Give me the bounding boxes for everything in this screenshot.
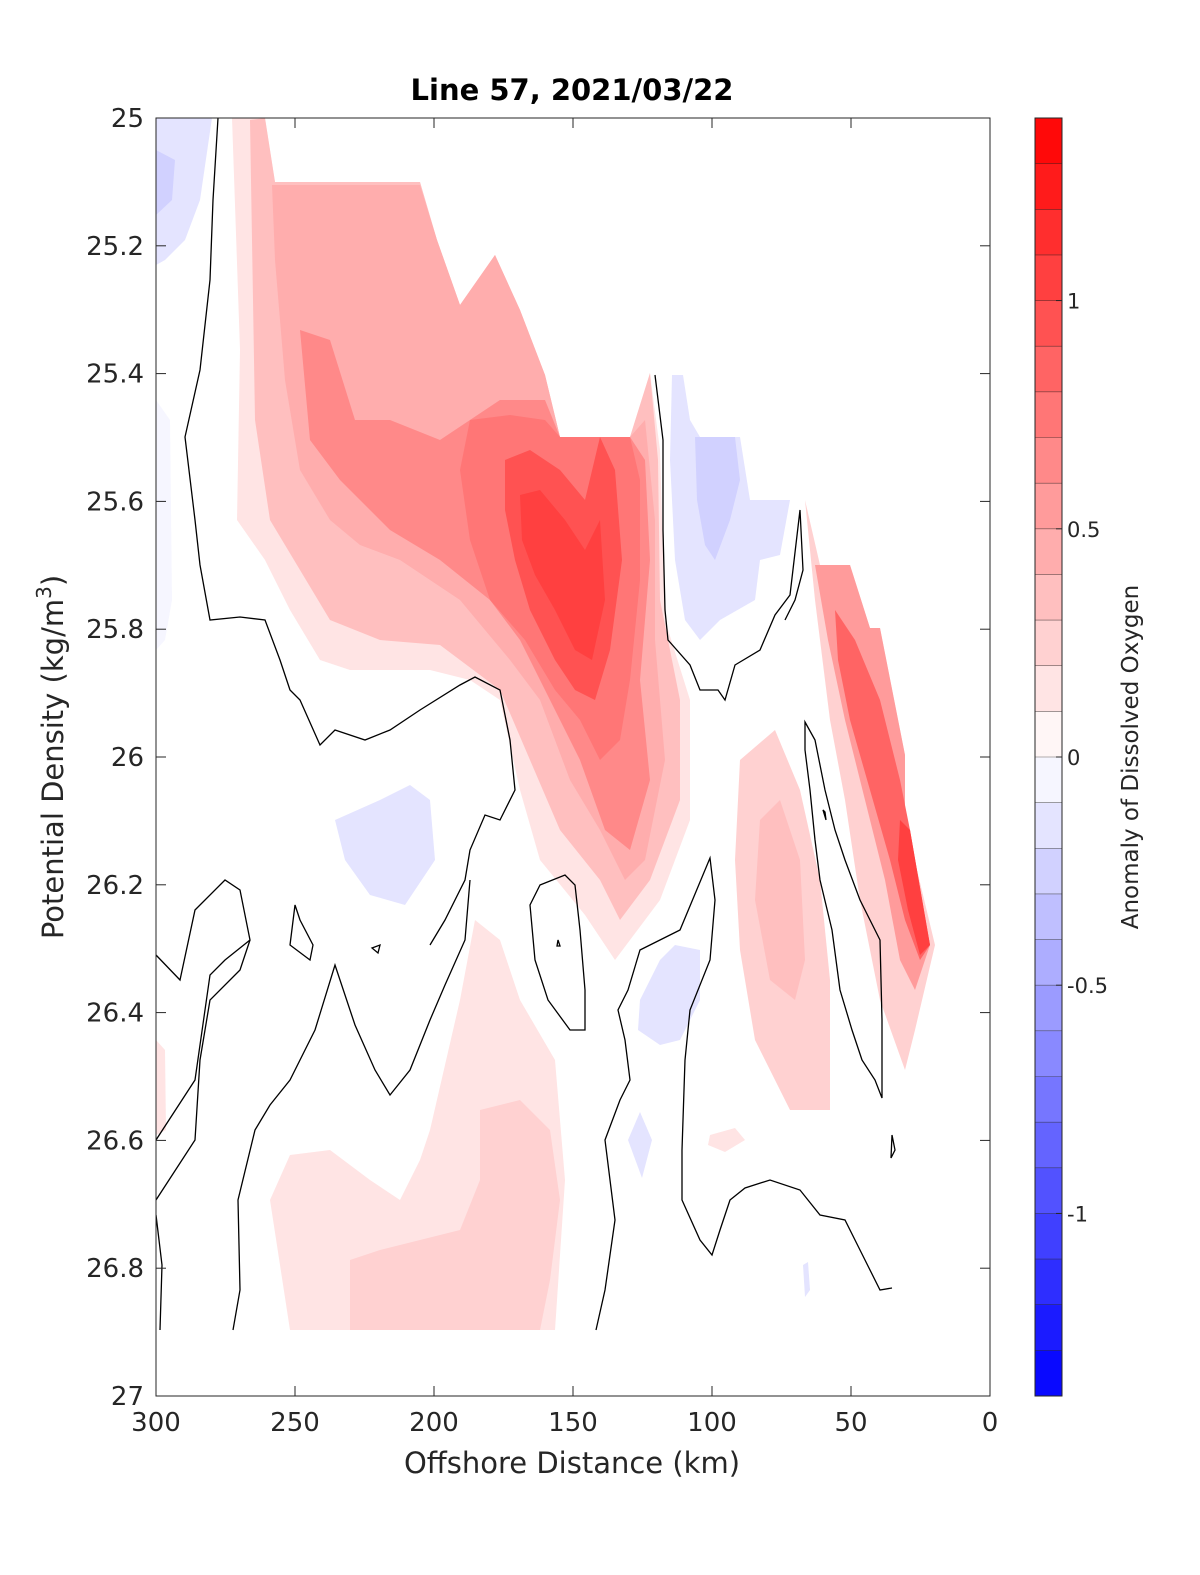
x-tick-label: 150 xyxy=(548,1408,598,1438)
y-tick-label: 26 xyxy=(111,743,144,773)
colorbar-swatch xyxy=(1035,346,1062,393)
x-tick-label: 200 xyxy=(409,1408,459,1438)
colorbar-tick-label: -0.5 xyxy=(1067,974,1108,998)
zero-contour xyxy=(595,855,893,1331)
zero-contour xyxy=(370,943,381,955)
colorbar-swatch xyxy=(1035,391,1062,438)
zero-contour xyxy=(529,874,586,1031)
colorbar-swatch xyxy=(1035,665,1062,712)
y-tick-label: 26.6 xyxy=(86,1126,144,1156)
colorbar-swatch xyxy=(1035,939,1062,986)
y-axis-title: Potential Density (kg/m3) xyxy=(32,575,70,939)
colorbar-tick-label: 1 xyxy=(1067,290,1080,314)
anomaly-region-nearshore-deep-inner xyxy=(755,800,805,1000)
zero-contour xyxy=(156,1214,163,1331)
anomaly-region-offshore-low-mid xyxy=(335,785,435,905)
colorbar-swatch xyxy=(1035,163,1062,210)
anomaly-region-deep-high-spot xyxy=(708,1128,745,1152)
zero-contour xyxy=(556,939,561,947)
anomaly-region-offshore-low-margin xyxy=(156,400,172,650)
colorbar-swatch xyxy=(1035,437,1062,484)
colorbar-tick-label: 0 xyxy=(1067,746,1080,770)
colorbar-title: Anomaly of Dissolved Oxygen xyxy=(1118,585,1144,930)
x-tick-label: 50 xyxy=(834,1408,867,1438)
zero-contour xyxy=(184,118,516,946)
y-axis-title-superscript: 3 xyxy=(32,586,56,599)
anomaly-region-deep-high-inner xyxy=(350,1100,560,1330)
y-tick-label: 25.4 xyxy=(86,360,144,390)
anomaly-region-nearshore-peak xyxy=(898,820,930,955)
colorbar-swatch xyxy=(1035,1122,1062,1169)
colorbar-swatch xyxy=(1035,757,1062,804)
colorbar-swatch xyxy=(1035,1259,1062,1306)
zero-contour xyxy=(156,939,251,1201)
y-tick-label: 26.8 xyxy=(86,1254,144,1284)
colorbar-swatch xyxy=(1035,711,1062,758)
colorbar-swatch xyxy=(1035,1350,1062,1397)
x-tick-label: 250 xyxy=(270,1408,320,1438)
anomaly-region-deep-low-spot xyxy=(628,1112,652,1178)
y-axis-title-close: ) xyxy=(36,575,70,586)
x-tick-label: 100 xyxy=(687,1408,737,1438)
colorbar-swatch xyxy=(1035,620,1062,667)
colorbar-tick-label: -1 xyxy=(1067,1202,1088,1226)
y-tick-label: 25.8 xyxy=(86,615,144,645)
colorbar-swatch xyxy=(1035,1030,1062,1077)
y-tick-label: 25.6 xyxy=(86,487,144,517)
colorbar-swatch xyxy=(1035,300,1062,347)
anomaly-region-offshore-low-surface-core xyxy=(156,150,175,215)
x-axis-ticks: 300 250 200 150 100 50 0 xyxy=(131,118,998,1438)
y-axis-ticks: 25 25.2 25.4 25.6 25.8 26 26.2 26.4 26.6 26.8 27 xyxy=(86,104,990,1412)
zero-contour xyxy=(232,879,471,1331)
colorbar-swatch xyxy=(1035,893,1062,940)
contour-fills xyxy=(156,118,935,1330)
zero-contour xyxy=(890,1134,896,1159)
y-tick-label: 25 xyxy=(111,104,144,134)
colorbar: -1 -0.5 0 0.5 1 xyxy=(1034,117,1108,1397)
colorbar-swatch xyxy=(1035,1167,1062,1214)
colorbar-swatch xyxy=(1035,574,1062,621)
colorbar-tick-label: 0.5 xyxy=(1067,518,1100,542)
anomaly-region-offshore-low-surface xyxy=(156,118,212,265)
chart-title: Line 57, 2021/03/22 xyxy=(411,73,734,107)
y-tick-label: 25.2 xyxy=(86,232,144,262)
colorbar-swatch xyxy=(1035,802,1062,849)
colorbar-swatch xyxy=(1035,1213,1062,1260)
colorbar-swatch xyxy=(1035,1304,1062,1351)
zero-contour xyxy=(156,879,251,1141)
colorbar-swatch xyxy=(1035,209,1062,256)
anomaly-region-deep-low-pocket xyxy=(638,945,700,1045)
zero-contour xyxy=(804,719,883,1099)
zero-contour xyxy=(654,374,804,702)
zero-contour xyxy=(822,809,827,821)
colorbar-swatch xyxy=(1035,254,1062,301)
y-axis-title-main: Potential Density (kg/m xyxy=(36,599,70,939)
x-axis-title: Offshore Distance (km) xyxy=(404,1446,740,1480)
colorbar-swatch xyxy=(1035,985,1062,1032)
x-tick-label: 0 xyxy=(982,1408,999,1438)
x-tick-label: 300 xyxy=(131,1408,181,1438)
colorbar-swatch xyxy=(1035,483,1062,530)
y-tick-label: 26.4 xyxy=(86,999,144,1029)
colorbar-swatch xyxy=(1035,1076,1062,1123)
colorbar-swatch xyxy=(1035,848,1062,895)
colorbar-swatch xyxy=(1035,118,1062,165)
zero-contour xyxy=(289,904,314,962)
anomaly-region-midshelf-core-d xyxy=(520,490,605,660)
anomaly-region-inshore-low-inner xyxy=(695,437,740,560)
colorbar-swatch xyxy=(1035,528,1062,575)
zero-contour-lines xyxy=(156,118,896,1331)
anomaly-region-offshore-margin xyxy=(156,1040,166,1135)
y-tick-label: 26.2 xyxy=(86,871,144,901)
y-tick-label: 27 xyxy=(111,1382,144,1412)
anomaly-region-deep-low-spot-2 xyxy=(803,1262,810,1297)
